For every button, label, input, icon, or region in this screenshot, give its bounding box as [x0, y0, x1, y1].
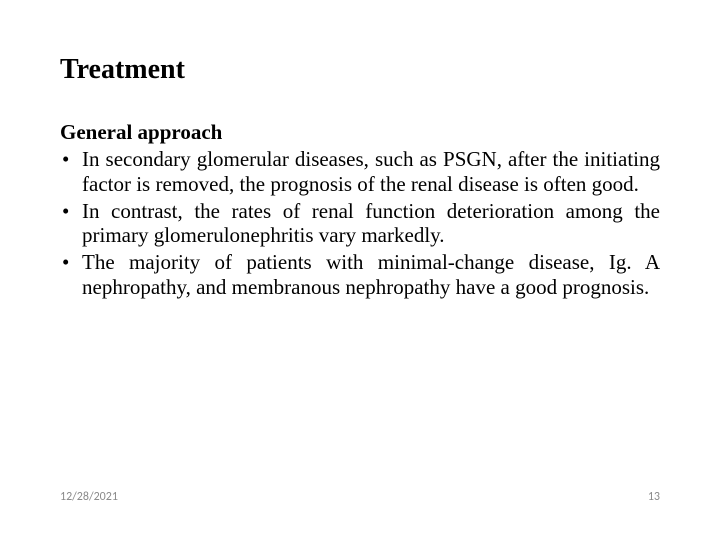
slide-footer: 12/28/2021 13 [60, 490, 660, 504]
bullet-item: In contrast, the rates of renal function… [60, 199, 660, 249]
bullet-item: The majority of patients with minimal-ch… [60, 250, 660, 300]
slide: Treatment General approach In secondary … [0, 0, 720, 540]
footer-date: 12/28/2021 [60, 490, 118, 504]
bullet-list: In secondary glomerular diseases, such a… [60, 147, 660, 300]
bullet-item: In secondary glomerular diseases, such a… [60, 147, 660, 197]
slide-subheading: General approach [60, 120, 660, 145]
slide-title: Treatment [60, 54, 660, 86]
footer-page-number: 13 [648, 490, 660, 504]
